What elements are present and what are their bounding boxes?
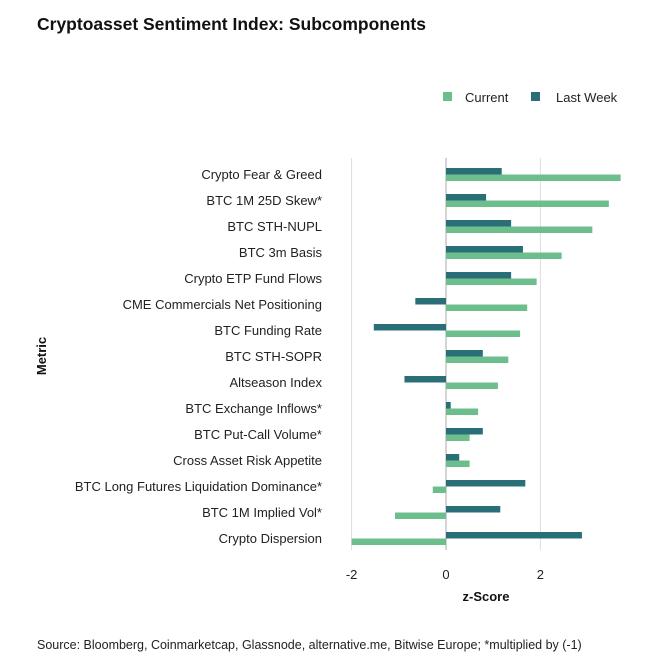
bar-current [395,512,446,519]
bar-current [446,434,470,441]
bar-last-week [446,402,451,409]
category-label: BTC STH-SOPR [225,349,322,364]
bar-last-week [446,168,502,175]
category-label: Altseason Index [229,375,322,390]
bar-current [446,174,621,181]
x-tick-label: 0 [442,567,449,582]
category-label: BTC 1M 25D Skew* [206,193,322,208]
category-label: Crypto ETP Fund Flows [184,271,322,286]
bar-current [446,330,521,337]
chart-title: Cryptoasset Sentiment Index: Subcomponen… [37,14,426,34]
y-axis-label: Metric [34,337,49,375]
category-label: Crypto Dispersion [219,531,322,546]
bar-last-week [446,350,483,357]
bar-last-week [446,246,523,253]
category-label: Cross Asset Risk Appetite [173,453,322,468]
x-tick-labels: -2 0 2 [346,567,544,582]
bar-current [446,304,528,311]
bar-current [446,278,537,285]
bar-last-week [415,298,446,305]
category-label: BTC Funding Rate [214,323,322,338]
category-label: BTC Put-Call Volume* [194,427,322,442]
bar-current [351,538,446,545]
bar-last-week [446,272,512,279]
bar-last-week [446,428,483,435]
bar-last-week [446,220,512,227]
bar-last-week [446,194,487,201]
bar-last-week [446,506,501,513]
bar-last-week [373,324,446,331]
source-note: Source: Bloomberg, Coinmarketcap, Glassn… [37,638,582,652]
category-label: BTC STH-NUPL [227,219,322,234]
bar-current [446,226,593,233]
bars [351,168,621,545]
category-label: BTC Exchange Inflows* [185,401,322,416]
x-tick-label: -2 [346,567,358,582]
category-label: BTC Long Futures Liquidation Dominance* [75,479,322,494]
category-labels: Crypto Fear & Greed BTC 1M 25D Skew* BTC S… [75,167,323,546]
bar-current [446,200,609,207]
bar-last-week [446,454,460,461]
bar-current [446,408,479,415]
category-label: BTC 1M Implied Vol* [202,505,322,520]
bar-current [446,356,509,363]
bar-last-week [404,376,446,383]
legend-label-last-week: Last Week [556,90,618,105]
category-label: CME Commercials Net Positioning [123,297,322,312]
bar-current [446,252,562,259]
bar-last-week [446,532,582,539]
bar-current [446,382,498,389]
bar-current [446,460,470,467]
bar-last-week [446,480,526,487]
legend: Current Last Week [443,90,618,105]
legend-swatch-current [443,92,452,101]
bar-current [432,486,446,493]
x-axis-label: z-Score [463,589,510,604]
category-label: BTC 3m Basis [239,245,323,260]
x-tick-label: 2 [537,567,544,582]
category-label: Crypto Fear & Greed [201,167,322,182]
legend-swatch-last-week [531,92,540,101]
legend-label-current: Current [465,90,509,105]
